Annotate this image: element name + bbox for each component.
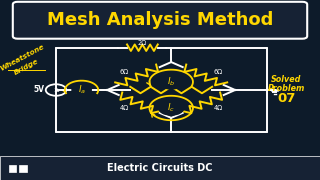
- Text: 6Ω: 6Ω: [119, 69, 128, 75]
- FancyBboxPatch shape: [19, 165, 27, 172]
- Text: 2Ω: 2Ω: [167, 83, 176, 89]
- Text: $I_c$: $I_c$: [167, 102, 175, 114]
- FancyBboxPatch shape: [9, 165, 16, 172]
- Text: 2Ω: 2Ω: [138, 40, 147, 46]
- Text: 4Ω: 4Ω: [119, 105, 128, 111]
- Text: +: +: [54, 86, 58, 91]
- Text: Problem: Problem: [268, 84, 305, 93]
- Text: Solved: Solved: [271, 75, 301, 84]
- Text: Bridge: Bridge: [13, 58, 40, 76]
- Text: $I_b$: $I_b$: [167, 76, 175, 88]
- Circle shape: [72, 85, 91, 95]
- Text: 4Ω: 4Ω: [214, 105, 223, 111]
- Text: 07: 07: [277, 92, 296, 105]
- Text: Electric Circuits DC: Electric Circuits DC: [107, 163, 213, 173]
- FancyBboxPatch shape: [0, 156, 320, 180]
- Text: $I_a$: $I_a$: [77, 84, 86, 96]
- Circle shape: [159, 101, 184, 115]
- Text: Wheatstone: Wheatstone: [0, 43, 45, 72]
- Text: Mesh Analysis Method: Mesh Analysis Method: [47, 11, 273, 29]
- Text: 5V: 5V: [34, 86, 45, 94]
- Circle shape: [159, 75, 184, 89]
- Text: −: −: [53, 89, 59, 95]
- Text: 6Ω: 6Ω: [214, 69, 223, 75]
- FancyBboxPatch shape: [13, 2, 307, 39]
